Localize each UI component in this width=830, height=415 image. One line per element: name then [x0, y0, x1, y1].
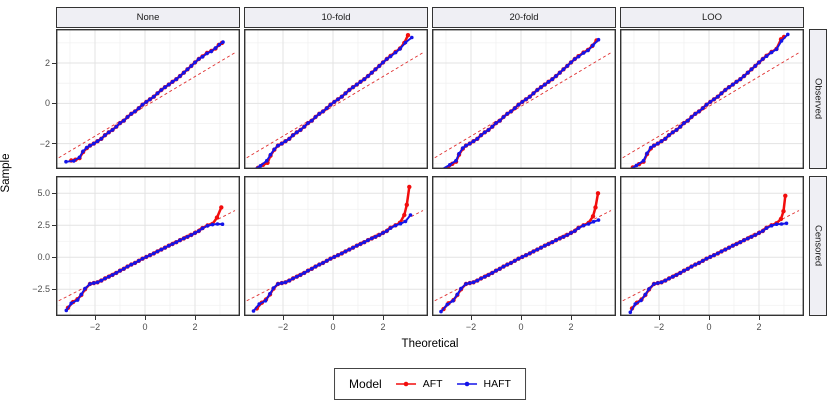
x-tick-mark [520, 316, 522, 320]
facet-strip-20-fold: 20-fold [432, 7, 616, 28]
gridlines [432, 29, 616, 169]
legend-item-aft[interactable]: AFT [395, 378, 443, 390]
y-tick-mark [52, 62, 56, 64]
y-tick-label: 2.5 [37, 220, 50, 231]
qq-panel-loo-censored [620, 176, 804, 316]
y-tick-mark [52, 288, 56, 290]
panel-border [244, 29, 428, 169]
gridlines [244, 176, 428, 316]
y-tick-label: −2 [39, 138, 50, 149]
x-tick-mark [382, 316, 384, 320]
x-tick-label: −2 [89, 322, 101, 332]
panel-border [620, 29, 804, 169]
legend-item-label: HAFT [483, 378, 511, 390]
y-tick-mark [52, 102, 56, 104]
legend-title: Model [349, 377, 382, 391]
facet-strip-label: 10-fold [321, 12, 351, 23]
panel-border [56, 176, 240, 316]
haft-series [64, 40, 225, 164]
panel-border [432, 176, 616, 316]
y-tick-label: 5.0 [37, 188, 50, 199]
panel-border [56, 29, 240, 169]
x-tick-label: 2 [192, 322, 198, 332]
panel-border [244, 176, 428, 316]
x-tick-label: −2 [465, 322, 477, 332]
qq-panel-none-observed [56, 29, 240, 169]
haft-series [64, 222, 225, 313]
x-tick-label: −2 [277, 322, 289, 332]
x-tick-label: 2 [756, 322, 762, 332]
gridlines [620, 29, 804, 169]
qq-panel-20-fold-observed [432, 29, 616, 169]
panel-border [620, 176, 804, 316]
facet-strip-censored: Censored [809, 176, 827, 316]
facet-strip-label: None [136, 12, 160, 23]
x-tick-label: 0 [706, 322, 712, 332]
haft-series [628, 221, 789, 315]
reference-line [434, 52, 612, 159]
panel-border [432, 29, 616, 169]
haft-key-icon [456, 381, 477, 387]
gridlines [244, 29, 428, 169]
qq-panel-20-fold-censored [432, 176, 616, 316]
gridlines [56, 29, 240, 169]
qq-panel-none-censored [56, 176, 240, 316]
x-tick-label: 2 [380, 322, 386, 332]
qq-panel-10-fold-censored [244, 176, 428, 316]
x-tick-mark [470, 316, 472, 320]
qq-panel-10-fold-observed [244, 29, 428, 169]
gridlines [56, 176, 240, 316]
y-axis-title: Sample [0, 153, 12, 193]
x-axis-title: Theoretical [401, 338, 459, 350]
y-tick-label: 2 [44, 58, 50, 69]
facet-strip-observed: Observed [809, 29, 827, 169]
aft-key-icon [395, 381, 416, 387]
facet-strip-10-fold: 10-fold [244, 7, 428, 28]
haft-series [251, 35, 414, 169]
x-tick-label: 0 [142, 322, 148, 332]
gridlines [620, 176, 804, 316]
x-tick-mark [658, 316, 660, 320]
reference-line [58, 52, 236, 159]
haft-series [439, 37, 601, 169]
facet-strip-label: LOO [701, 12, 723, 23]
facet-strip-label: 20-fold [509, 12, 539, 23]
x-tick-mark [570, 316, 572, 320]
y-tick-label: 0.0 [37, 252, 50, 263]
x-tick-label: 0 [518, 322, 524, 332]
haft-series [628, 32, 790, 169]
x-tick-mark [282, 316, 284, 320]
x-tick-label: −2 [653, 322, 665, 332]
haft-series [439, 218, 601, 314]
x-tick-mark [94, 316, 96, 320]
facet-strip-none: None [56, 7, 240, 28]
qq-panel-loo-observed [620, 29, 804, 169]
y-tick-mark [52, 143, 56, 145]
legend-item-label: AFT [422, 378, 443, 390]
x-tick-mark [144, 316, 146, 320]
x-tick-mark [758, 316, 760, 320]
facet-strip-label: Observed [812, 78, 824, 120]
y-tick-mark [52, 224, 56, 226]
x-tick-label: 2 [568, 322, 574, 332]
x-tick-label: 0 [330, 322, 336, 332]
y-tick-label: −2.5 [32, 284, 50, 295]
haft-series [251, 213, 413, 313]
reference-line [246, 52, 424, 159]
gridlines [432, 176, 616, 316]
facet-strip-loo: LOO [620, 7, 804, 28]
y-tick-mark [52, 192, 56, 194]
legend: Model AFT HAFT [334, 368, 526, 400]
legend-item-haft[interactable]: HAFT [456, 378, 511, 390]
x-tick-mark [194, 316, 196, 320]
facet-strip-label: Censored [812, 225, 824, 267]
y-tick-mark [52, 256, 56, 258]
x-tick-mark [332, 316, 334, 320]
reference-line [622, 52, 800, 159]
x-tick-mark [708, 316, 710, 320]
y-tick-label: 0 [44, 98, 50, 109]
